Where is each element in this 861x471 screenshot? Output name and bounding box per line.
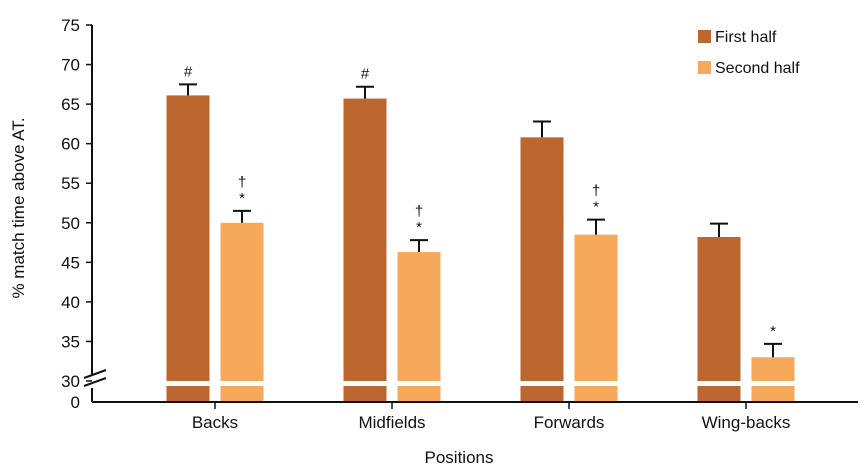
significance-mark: * [770, 323, 776, 340]
legend-label: Second half [715, 60, 800, 77]
significance-mark: * [593, 199, 599, 216]
significance-mark: # [184, 63, 193, 80]
bar [397, 252, 441, 381]
significance-mark: * [416, 219, 422, 236]
bar-stub [166, 386, 210, 401]
legend-label: First half [715, 29, 777, 46]
x-tick-label: Backs [192, 413, 238, 432]
legend-swatch [698, 30, 711, 43]
bar-stub [574, 386, 618, 401]
y-tick-label: 45 [61, 253, 80, 272]
y-tick-label: 30 [61, 372, 80, 391]
y-tick-label: 60 [61, 135, 80, 154]
bar [343, 98, 387, 381]
bar [697, 237, 741, 381]
x-tick-label: Wing-backs [702, 413, 791, 432]
bar [751, 357, 795, 381]
bar-stub [751, 386, 795, 401]
y-tick-label: 40 [61, 293, 80, 312]
bar [574, 234, 618, 381]
axis-break-mark [83, 369, 107, 379]
bar [520, 137, 564, 381]
y-tick-label: 35 [61, 332, 80, 351]
bar-stub [697, 386, 741, 401]
significance-mark: † [238, 174, 246, 191]
significance-mark: * [239, 190, 245, 207]
y-tick-label: 65 [61, 95, 80, 114]
bar-stub [520, 386, 564, 401]
significance-mark: † [592, 183, 600, 200]
x-axis-title: Positions [425, 448, 494, 466]
bar [220, 222, 264, 381]
y-axis-title: % match time above AT. [9, 117, 28, 298]
bar [166, 95, 210, 382]
y-tick-label: 0 [71, 393, 80, 412]
axis-break-mark [83, 377, 107, 387]
bar-stub [343, 386, 387, 401]
y-tick-label: 55 [61, 174, 80, 193]
significance-mark: # [361, 66, 370, 83]
bar-stub [220, 386, 264, 401]
legend-swatch [698, 61, 711, 74]
x-tick-label: Midfields [358, 413, 425, 432]
y-tick-label: 75 [61, 16, 80, 35]
y-tick-label: 50 [61, 214, 80, 233]
significance-mark: † [415, 203, 423, 220]
x-tick-label: Forwards [534, 413, 605, 432]
bar-stub [397, 386, 441, 401]
y-tick-label: 70 [61, 56, 80, 75]
